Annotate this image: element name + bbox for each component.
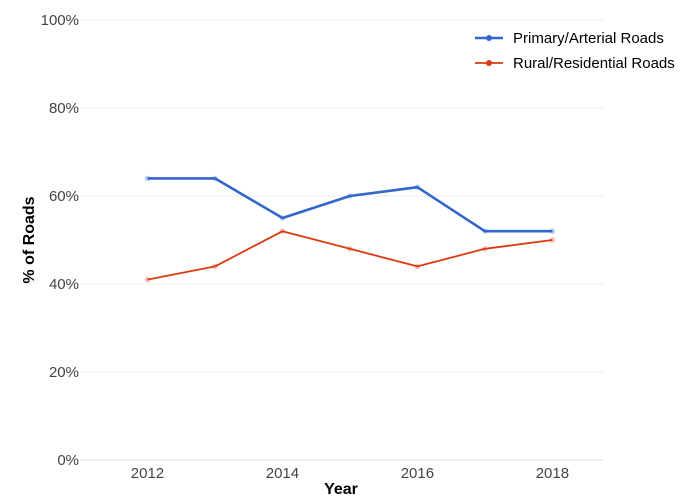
data-point[interactable] xyxy=(279,228,286,234)
x-tick-label: 2012 xyxy=(131,465,164,482)
x-axis-ticks: 2012 2014 2016 2018 xyxy=(131,465,569,482)
y-tick-label: 20% xyxy=(49,364,79,381)
legend: Primary/Arterial Roads Rural/Residential … xyxy=(475,30,675,72)
series-line xyxy=(147,230,553,281)
data-point[interactable] xyxy=(549,228,556,234)
x-tick-label: 2018 xyxy=(536,465,569,482)
series-lines xyxy=(144,175,556,283)
legend-label: Primary/Arterial Roads xyxy=(513,30,664,47)
data-point[interactable] xyxy=(414,263,421,270)
x-tick-label: 2014 xyxy=(266,465,299,482)
data-point[interactable] xyxy=(144,175,151,182)
data-point[interactable] xyxy=(482,228,488,234)
y-axis-ticks: 0% 20% 40% 60% 80% 100% xyxy=(41,12,79,469)
legend-item[interactable]: Primary/Arterial Roads xyxy=(475,30,664,47)
legend-swatch-marker xyxy=(486,60,492,66)
legend-label: Rural/Residential Roads xyxy=(513,55,675,72)
data-point[interactable] xyxy=(549,237,556,243)
series-line xyxy=(147,177,553,233)
data-point[interactable] xyxy=(212,175,218,182)
data-point[interactable] xyxy=(482,246,488,252)
series-2 xyxy=(144,228,556,283)
data-point[interactable] xyxy=(414,184,421,190)
x-tick-label: 2016 xyxy=(401,465,434,482)
y-tick-label: 80% xyxy=(49,100,79,117)
data-point[interactable] xyxy=(279,215,286,221)
data-point[interactable] xyxy=(347,246,353,252)
y-tick-label: 60% xyxy=(49,188,79,205)
legend-swatch-marker xyxy=(486,35,492,41)
data-point[interactable] xyxy=(347,193,353,199)
series-1 xyxy=(144,175,556,234)
data-point[interactable] xyxy=(144,276,151,283)
y-tick-label: 100% xyxy=(41,12,79,29)
y-axis-title: % of Roads xyxy=(21,196,38,283)
y-tick-label: 0% xyxy=(57,452,79,469)
gridlines xyxy=(80,19,603,373)
data-point[interactable] xyxy=(212,263,218,270)
legend-item[interactable]: Rural/Residential Roads xyxy=(475,55,675,72)
x-axis-title: Year xyxy=(324,481,358,498)
y-tick-label: 40% xyxy=(49,276,79,293)
